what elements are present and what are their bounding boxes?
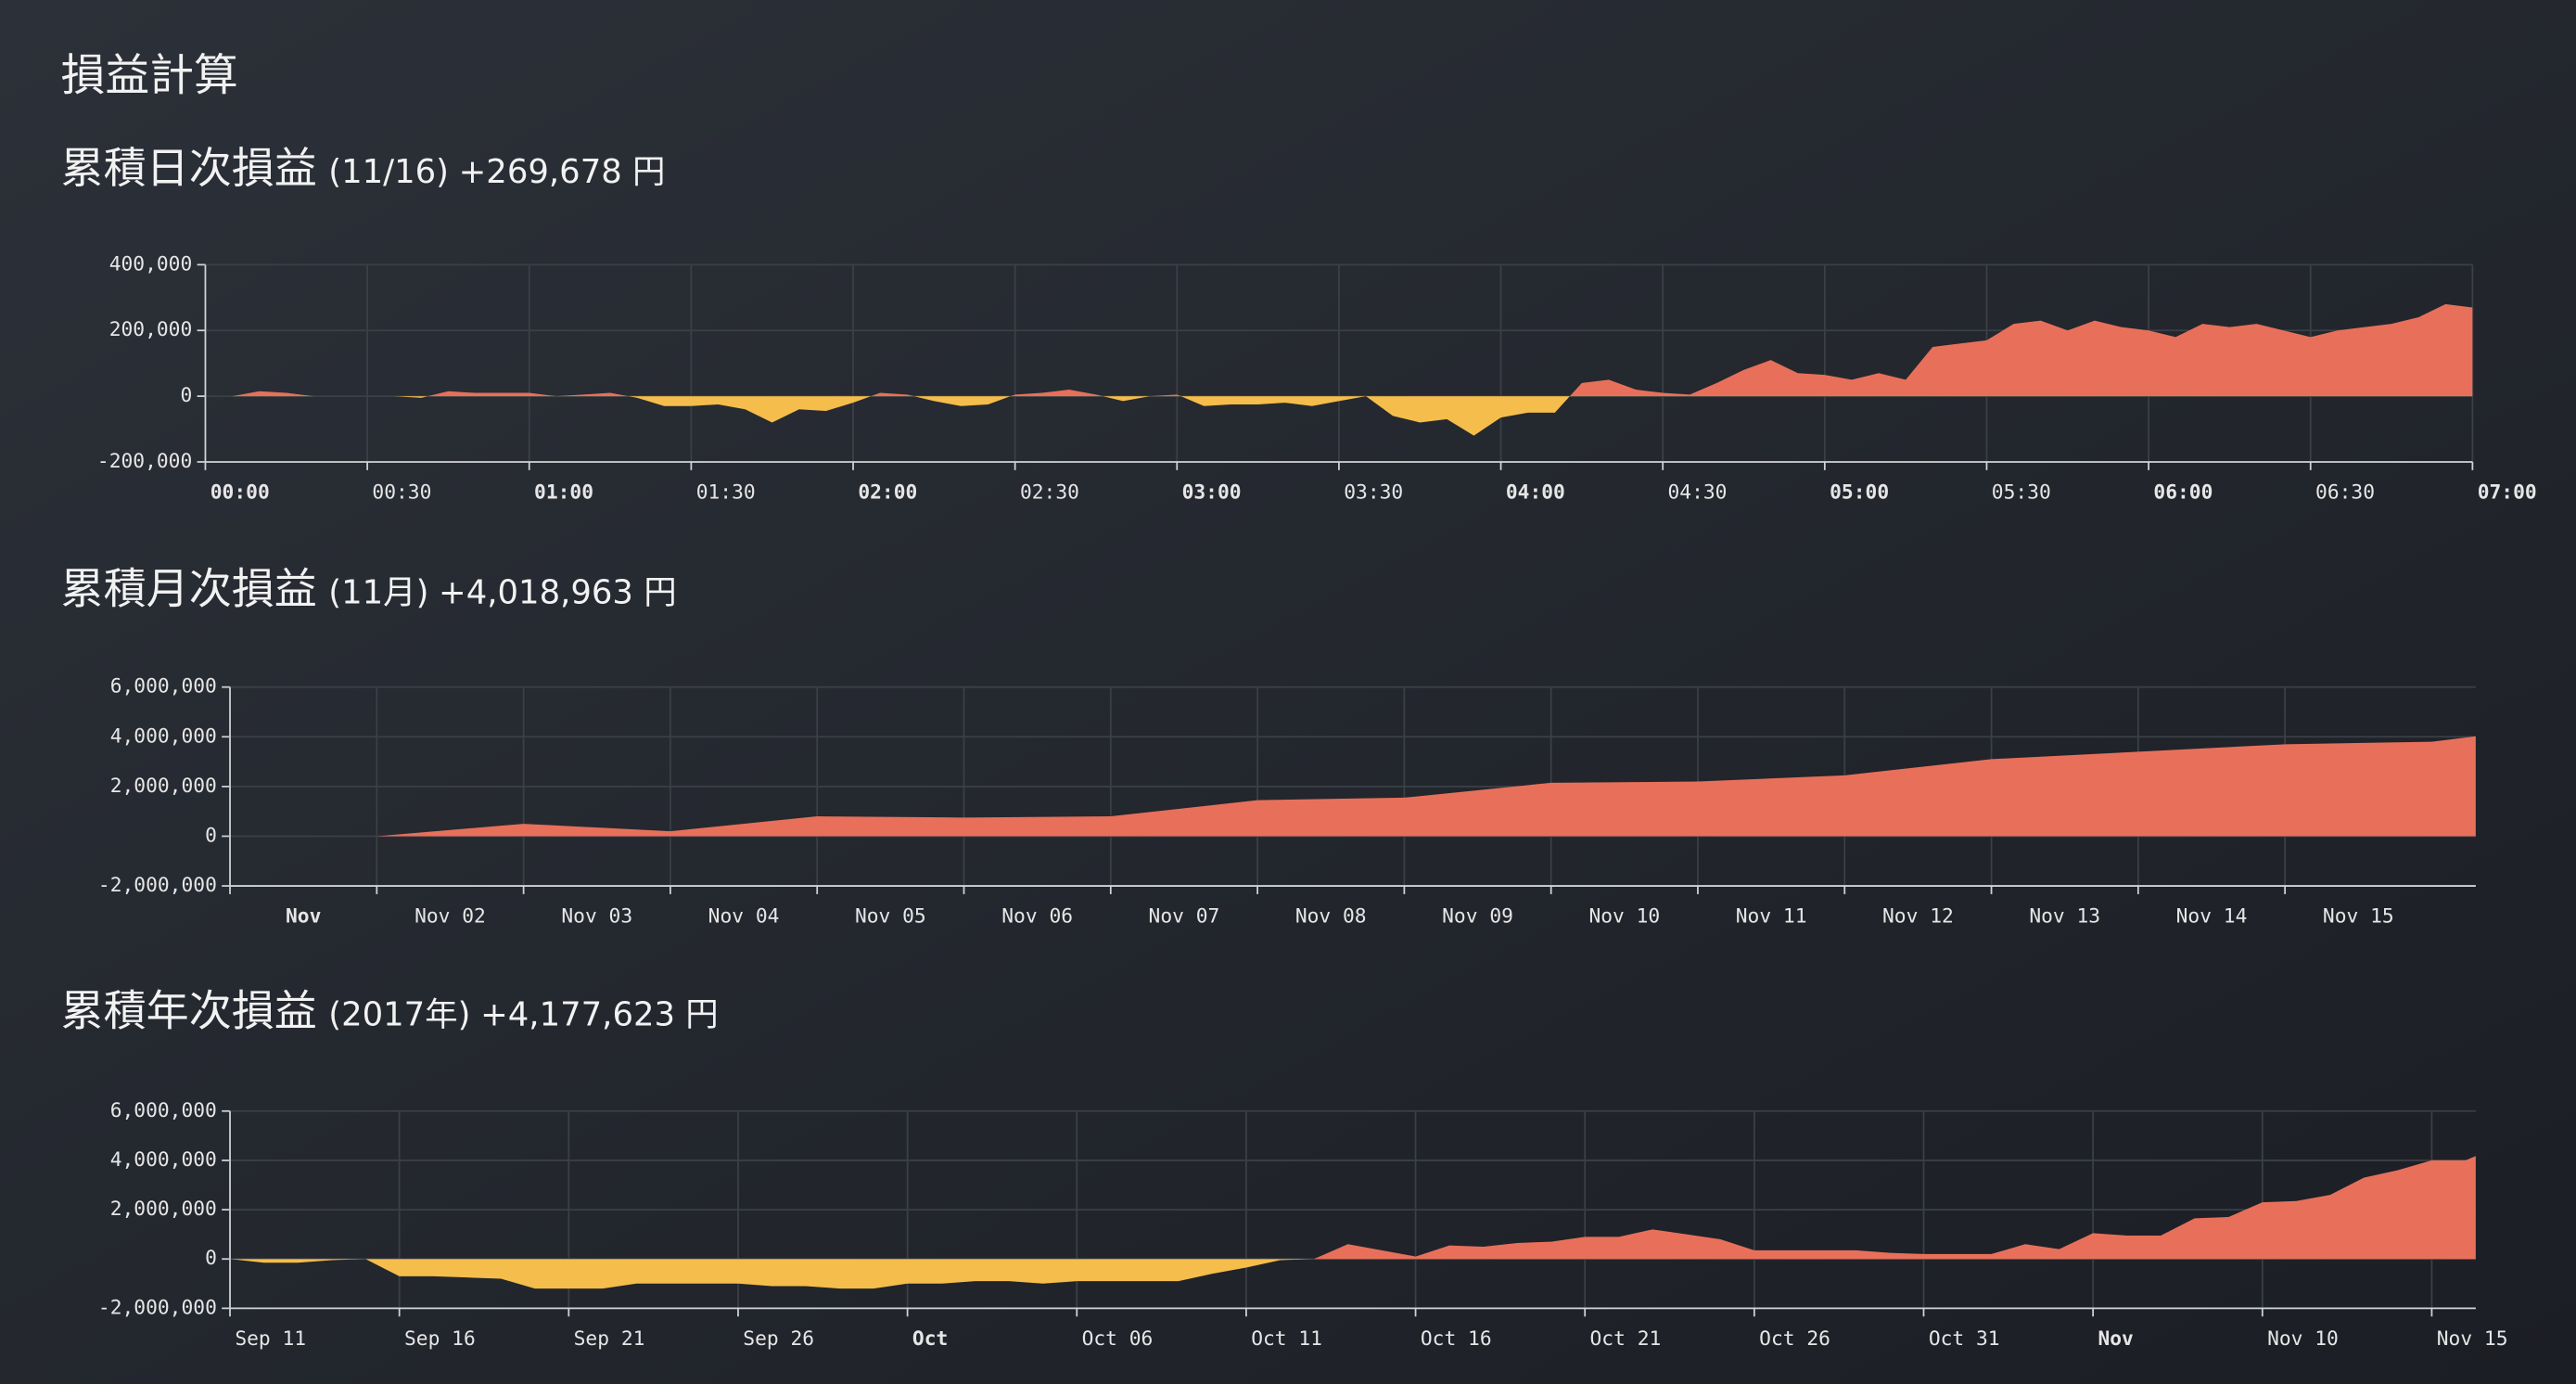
y-tick-label: 6,000,000 bbox=[110, 1099, 217, 1122]
x-tick-label: Sep 11 bbox=[235, 1327, 306, 1351]
area-positive bbox=[230, 1156, 2476, 1260]
y-tick-label: 2,000,000 bbox=[110, 775, 217, 798]
y-tick-label: 6,000,000 bbox=[110, 675, 217, 698]
chart-title: 累積日次損益 bbox=[61, 143, 317, 193]
page-title: 損益計算 bbox=[61, 51, 238, 102]
x-tick-label: Nov 10 bbox=[2267, 1327, 2339, 1351]
x-tick-label: Nov bbox=[286, 905, 321, 929]
x-tick-label: 06:00 bbox=[2153, 481, 2213, 505]
x-tick-label: 03:30 bbox=[1344, 481, 1403, 505]
x-tick-label: Nov 08 bbox=[1295, 905, 1367, 929]
chart-heading: 累積年次損益 (2017年) +4,177,623 円 bbox=[61, 986, 719, 1036]
x-tick-label: Oct 31 bbox=[1929, 1327, 2000, 1351]
y-tick-label: 0 bbox=[205, 1247, 217, 1270]
chart-heading: 累積日次損益 (11/16) +269,678 円 bbox=[61, 143, 666, 193]
x-tick-label: 05:00 bbox=[1830, 481, 1889, 505]
x-tick-label: Nov 14 bbox=[2176, 905, 2248, 929]
x-tick-label: Nov 11 bbox=[1736, 905, 1807, 929]
x-tick-label: 04:30 bbox=[1668, 481, 1728, 505]
x-tick-label: 00:30 bbox=[372, 481, 431, 505]
y-tick-label: 4,000,000 bbox=[110, 1148, 217, 1172]
x-tick-label: Nov 15 bbox=[2323, 905, 2394, 929]
x-tick-label: 07:00 bbox=[2478, 481, 2537, 505]
y-tick-label: -2,000,000 bbox=[98, 874, 217, 897]
x-tick-label: 03:00 bbox=[1182, 481, 1242, 505]
y-tick-label: -200,000 bbox=[97, 450, 192, 473]
chart-period: (11月) bbox=[328, 573, 428, 611]
x-tick-label: 02:00 bbox=[858, 481, 917, 505]
x-tick-label: 04:00 bbox=[1506, 481, 1565, 505]
chart-total: +4,018,963 円 bbox=[439, 573, 677, 611]
chart-heading: 累積月次損益 (11月) +4,018,963 円 bbox=[61, 563, 677, 613]
x-tick-label: Oct 16 bbox=[1421, 1327, 1492, 1351]
x-tick-label: Oct 21 bbox=[1590, 1327, 1662, 1351]
x-tick-label: Nov 10 bbox=[1588, 905, 1660, 929]
chart-period: (2017年) bbox=[328, 996, 470, 1034]
x-tick-label: Sep 26 bbox=[743, 1327, 814, 1351]
x-tick-label: 01:00 bbox=[534, 481, 593, 505]
y-tick-label: 400,000 bbox=[109, 252, 193, 276]
chart-period: (11/16) bbox=[328, 153, 449, 191]
area-negative bbox=[230, 1259, 2476, 1289]
x-tick-label: Oct 26 bbox=[1759, 1327, 1830, 1351]
x-tick-label: Nov 05 bbox=[855, 905, 926, 929]
x-tick-label: Nov 09 bbox=[1442, 905, 1513, 929]
y-tick-label: 2,000,000 bbox=[110, 1198, 217, 1221]
x-tick-label: Nov 03 bbox=[561, 905, 632, 929]
chart-title: 累積年次損益 bbox=[61, 986, 317, 1036]
x-tick-label: 01:30 bbox=[696, 481, 756, 505]
chart-title: 累積月次損益 bbox=[61, 563, 317, 613]
x-tick-label: Nov 07 bbox=[1149, 905, 1220, 929]
area-positive bbox=[230, 736, 2476, 837]
y-tick-label: 0 bbox=[205, 824, 217, 847]
x-tick-label: Nov 02 bbox=[414, 905, 486, 929]
y-tick-label: -2,000,000 bbox=[98, 1296, 217, 1319]
x-tick-label: Oct 06 bbox=[1082, 1327, 1154, 1351]
x-tick-label: Nov 15 bbox=[2437, 1327, 2508, 1351]
x-tick-label: 00:00 bbox=[210, 481, 270, 505]
x-tick-label: Oct 11 bbox=[1251, 1327, 1322, 1351]
x-tick-label: Nov 13 bbox=[2029, 905, 2100, 929]
x-tick-label: Sep 16 bbox=[404, 1327, 476, 1351]
x-tick-label: Sep 21 bbox=[574, 1327, 645, 1351]
chart-total: +4,177,623 円 bbox=[480, 996, 719, 1034]
x-tick-label: 06:30 bbox=[2315, 481, 2375, 505]
x-tick-label: Nov 12 bbox=[1882, 905, 1954, 929]
y-tick-label: 0 bbox=[180, 384, 192, 407]
x-tick-label: Nov 06 bbox=[1001, 905, 1073, 929]
x-tick-label: 05:30 bbox=[1992, 481, 2051, 505]
x-tick-label: 02:30 bbox=[1020, 481, 1079, 505]
y-tick-label: 4,000,000 bbox=[110, 724, 217, 748]
y-tick-label: 200,000 bbox=[109, 318, 193, 341]
area-positive bbox=[232, 303, 2473, 397]
x-tick-label: Nov bbox=[2098, 1327, 2133, 1351]
area-negative bbox=[205, 396, 2473, 436]
x-tick-label: Oct bbox=[912, 1327, 948, 1351]
x-tick-label: Nov 04 bbox=[708, 905, 780, 929]
chart-total: +269,678 円 bbox=[459, 153, 666, 191]
